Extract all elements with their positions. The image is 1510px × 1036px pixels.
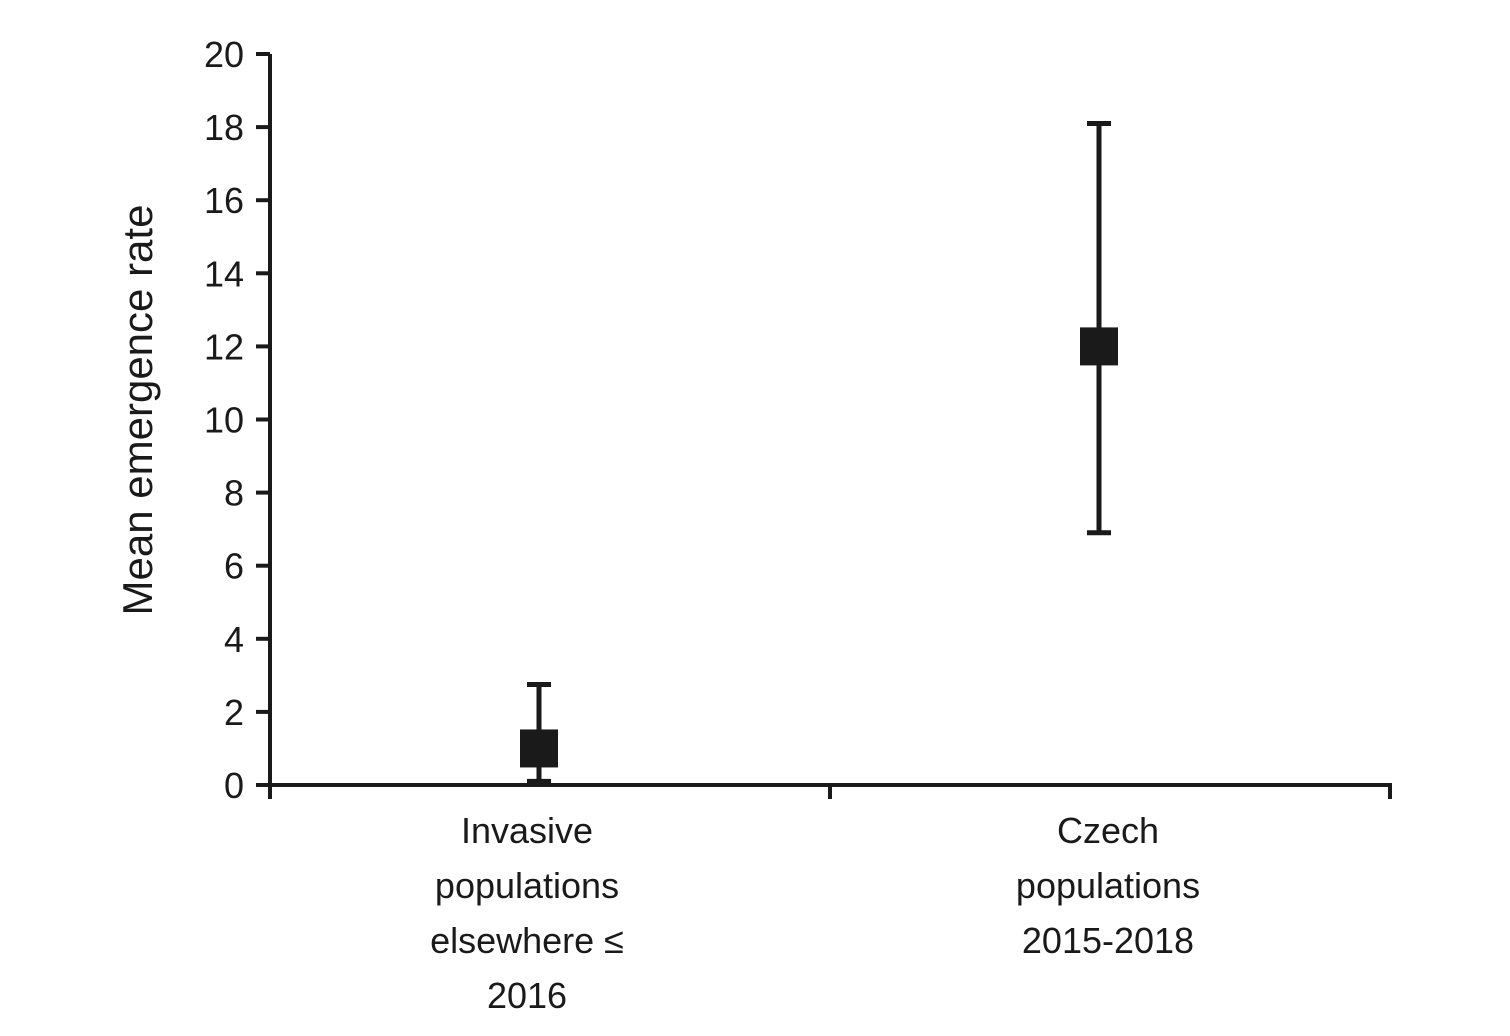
y-tick-label: 6: [224, 546, 244, 587]
x-axis-ticks: [268, 785, 1392, 799]
y-tick-label: 4: [224, 619, 244, 660]
x-category-label-line: elsewhere ≤: [430, 920, 624, 961]
y-tick-label: 2: [224, 692, 244, 733]
x-category-label: Czech populations 2015-2018: [1016, 810, 1200, 961]
data-point-marker: [520, 729, 558, 768]
y-axis-title: Mean emergence rate: [114, 205, 161, 616]
y-tick-label: 10: [204, 400, 244, 441]
data-marks: [520, 120, 1118, 784]
x-category-label-line: Invasive: [461, 810, 593, 851]
x-category-label-line: 2015-2018: [1022, 920, 1194, 961]
y-tick-label: 12: [204, 326, 244, 367]
data-point-group: [1080, 120, 1118, 536]
data-point-marker: [1080, 327, 1118, 366]
y-tick-label: 20: [204, 34, 244, 75]
y-tick-label: 16: [204, 180, 244, 221]
x-category-label-line: populations: [435, 865, 619, 906]
y-tick-label: 18: [204, 107, 244, 148]
x-category-label-line: populations: [1016, 865, 1200, 906]
x-category-label-line: Czech: [1057, 810, 1159, 851]
y-tick-label: 14: [204, 253, 244, 294]
x-category-label-line: 2016: [487, 975, 567, 1016]
x-category-label: Invasive populations elsewhere ≤ 2016: [430, 810, 624, 1016]
y-axis-ticks: 0 2 4 6 8 10 12 14 16 18 20: [204, 34, 270, 806]
data-point-group: [520, 681, 558, 784]
y-tick-label: 8: [224, 473, 244, 514]
x-axis-categories: Invasive populations elsewhere ≤ 2016 Czech p…: [430, 810, 1200, 1016]
y-tick-label: 0: [224, 765, 244, 806]
axes: [268, 54, 1392, 787]
y-axis-title-group: Mean emergence rate: [114, 205, 161, 616]
